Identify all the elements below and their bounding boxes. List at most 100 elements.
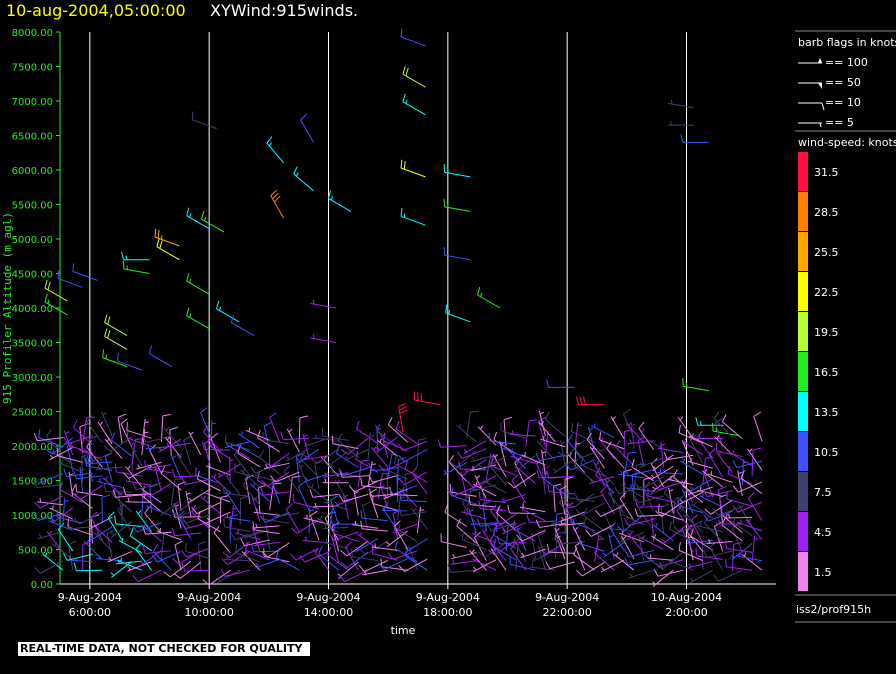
wind-barb-low: [702, 549, 733, 558]
wind-barb-low: [619, 492, 635, 521]
barb-half: [691, 433, 694, 438]
barb-staff: [609, 528, 625, 551]
barb-staff: [357, 461, 362, 488]
barb-staff: [231, 322, 255, 337]
wind-barb-low: [392, 523, 418, 534]
wind-barb-low: [721, 414, 743, 440]
barb-staff: [86, 421, 103, 444]
barb-half: [243, 550, 248, 555]
wind-barb-low: [73, 511, 103, 525]
barb-full: [470, 410, 479, 413]
barb-full: [748, 492, 755, 499]
barb-staff: [145, 468, 172, 474]
wind-barb-low: [595, 467, 615, 494]
barb-staff: [560, 440, 566, 467]
barb-full: [542, 465, 551, 470]
barb-half: [304, 441, 308, 446]
wind-barb-low: [262, 431, 290, 445]
barb-staff: [135, 510, 152, 533]
wind-barb-low: [110, 521, 133, 538]
barb-staff: [66, 472, 93, 478]
barb-staff: [276, 557, 300, 571]
wind-barb-low: [695, 547, 723, 560]
barb-full: [468, 496, 471, 505]
speed-legend-swatch: [798, 312, 808, 351]
wind-barb-low: [356, 420, 379, 444]
barb-staff: [621, 484, 645, 499]
wind-barb-low: [471, 530, 497, 544]
barb-half: [682, 458, 685, 464]
wind-barb-low: [206, 511, 231, 524]
barb-staff: [631, 474, 635, 501]
barb-full: [73, 517, 80, 525]
barb-full: [90, 511, 98, 518]
wind-barb-low: [538, 531, 546, 561]
speed-legend-label: 31.5: [814, 166, 839, 179]
barb-half: [738, 471, 743, 475]
barb-full: [299, 415, 309, 419]
barb-full: [582, 396, 586, 405]
barb-staff: [92, 524, 113, 543]
barb-staff: [300, 458, 320, 478]
barb-full: [488, 432, 491, 442]
barb-staff: [581, 502, 605, 516]
wind-barb-low: [312, 434, 339, 441]
barb-full: [712, 507, 719, 516]
wind-barb-low: [308, 507, 314, 534]
barb-half: [643, 535, 645, 540]
barb-staff: [550, 514, 576, 526]
wind-barb-low: [360, 509, 388, 522]
wind-barb-low: [328, 531, 359, 541]
barb-staff: [337, 440, 359, 458]
wind-barb-low: [244, 529, 270, 539]
barb-full: [702, 549, 708, 558]
barb-half: [108, 556, 112, 561]
barb-half: [226, 473, 230, 478]
barb-full: [261, 480, 268, 487]
barb-staff: [104, 335, 128, 350]
barb-full: [117, 352, 119, 362]
wind-barb-low: [631, 458, 654, 482]
wind-barb-low: [49, 505, 74, 520]
barb-staff: [318, 553, 339, 571]
wind-barb-low: [677, 416, 694, 439]
barb-staff: [617, 473, 644, 479]
barb-full: [222, 551, 230, 558]
barb-full: [183, 435, 191, 441]
barb-staff: [399, 488, 418, 508]
barb-full: [517, 542, 527, 545]
wind-barb-low: [387, 550, 418, 560]
barb-staff: [377, 473, 383, 500]
wind-barb-low: [383, 432, 408, 452]
barb-staff: [263, 518, 290, 524]
wind-barb: [695, 417, 724, 426]
wind-barb-low: [589, 446, 605, 469]
barb-staff: [628, 518, 654, 527]
barb-staff: [441, 541, 467, 548]
barb-full: [640, 427, 645, 436]
barb-full: [400, 208, 403, 217]
wind-barb-low: [704, 499, 733, 515]
speed-legend-label: 4.5: [814, 526, 832, 539]
barb-half: [471, 486, 475, 491]
barb-full: [73, 562, 77, 571]
barb-staff: [620, 535, 635, 560]
barb-staff: [696, 555, 723, 560]
barb-full: [327, 190, 332, 199]
wind-barb-low: [368, 474, 398, 483]
wind-barb-low: [658, 559, 684, 568]
barb-staff: [115, 560, 142, 565]
wind-barb-low: [358, 560, 389, 573]
barb-half: [386, 541, 391, 546]
barb-full: [624, 468, 629, 477]
speed-legend-swatch: [798, 152, 808, 191]
barb-staff: [331, 536, 340, 563]
barb-staff: [726, 498, 753, 507]
wind-barb-low: [340, 540, 369, 557]
barb-full: [633, 495, 639, 504]
barb-full: [447, 489, 453, 497]
wind-barb-low: [512, 520, 536, 542]
barb-half: [622, 535, 627, 540]
wind-barb-low: [345, 541, 359, 571]
wind-barb-low: [496, 536, 526, 545]
